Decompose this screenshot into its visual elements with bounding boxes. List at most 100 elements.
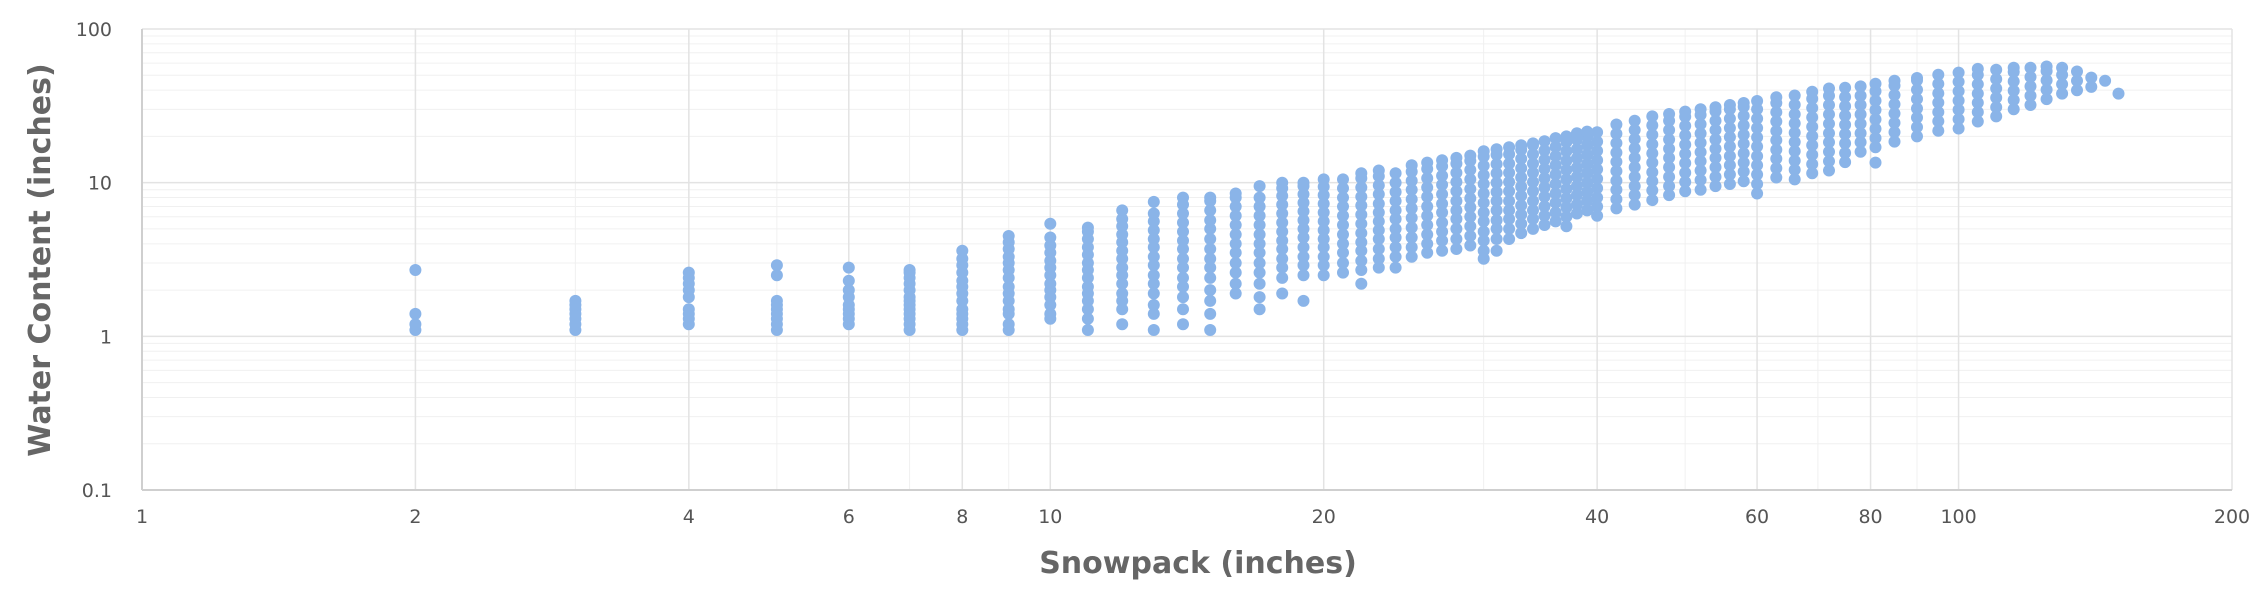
data-point xyxy=(1723,112,1736,125)
data-point xyxy=(1355,277,1368,290)
data-point xyxy=(1806,102,1819,114)
data-point xyxy=(1911,121,1923,134)
data-point xyxy=(1177,280,1189,293)
data-point xyxy=(1490,244,1503,257)
data-point xyxy=(1317,224,1330,237)
data-point xyxy=(1503,213,1516,225)
data-point xyxy=(1253,200,1266,213)
data-point xyxy=(2071,84,2083,97)
data-point xyxy=(1560,163,1573,176)
data-point xyxy=(1694,174,1707,186)
data-point xyxy=(1147,299,1160,311)
data-point xyxy=(1081,257,1094,269)
data-point xyxy=(1355,199,1368,212)
data-point xyxy=(1297,259,1310,272)
data-point xyxy=(2024,61,2037,74)
data-point xyxy=(1694,127,1707,140)
data-point xyxy=(1932,96,1945,109)
data-point xyxy=(1737,109,1750,122)
data-point xyxy=(1337,173,1349,186)
data-point xyxy=(1490,204,1503,217)
data-point xyxy=(1581,158,1594,171)
data-point xyxy=(1591,200,1604,213)
data-point xyxy=(1788,163,1801,176)
data-point xyxy=(1337,237,1349,250)
data-point xyxy=(1527,185,1539,198)
data-point xyxy=(1952,103,1965,116)
data-point xyxy=(1464,173,1477,186)
data-point xyxy=(1477,244,1490,257)
data-point xyxy=(1990,73,2003,86)
data-point xyxy=(1297,176,1310,189)
data-point xyxy=(1081,324,1094,336)
x-tick-label: 40 xyxy=(1585,506,1609,528)
data-point xyxy=(1679,166,1692,179)
data-point xyxy=(1515,189,1528,202)
data-point xyxy=(1709,151,1722,164)
data-point xyxy=(1560,220,1573,233)
data-point xyxy=(1116,277,1129,290)
data-point xyxy=(1570,207,1583,220)
data-point xyxy=(1436,154,1449,167)
data-point xyxy=(1679,147,1692,160)
data-point xyxy=(1610,165,1623,178)
data-point xyxy=(1770,115,1783,128)
data-point xyxy=(1549,150,1562,163)
data-point xyxy=(1229,200,1242,213)
data-point xyxy=(1610,183,1623,196)
data-point xyxy=(1694,164,1707,177)
data-point xyxy=(1116,287,1129,300)
data-point xyxy=(1450,204,1463,217)
y-tick-label: 1 xyxy=(100,326,112,348)
data-point xyxy=(1450,166,1463,179)
data-point xyxy=(1297,214,1310,227)
data-point xyxy=(1952,122,1965,135)
data-point xyxy=(1421,209,1434,222)
data-point xyxy=(1628,198,1641,211)
data-point xyxy=(1591,154,1604,167)
data-point xyxy=(1337,209,1349,222)
data-point xyxy=(1276,261,1289,274)
data-point xyxy=(770,269,783,282)
data-point xyxy=(1229,277,1242,290)
data-point xyxy=(1737,156,1750,169)
data-point xyxy=(1421,172,1434,185)
data-point xyxy=(1450,213,1463,225)
data-point xyxy=(1116,213,1129,225)
data-point xyxy=(1147,224,1160,237)
data-point xyxy=(2071,65,2083,78)
data-point xyxy=(682,303,695,316)
data-point xyxy=(1806,167,1819,180)
data-point xyxy=(1971,62,1984,75)
data-point xyxy=(1527,222,1539,235)
data-point xyxy=(1737,128,1750,141)
data-point xyxy=(1450,151,1463,164)
data-point xyxy=(1405,231,1418,244)
data-point xyxy=(1663,133,1676,146)
data-point xyxy=(1477,187,1490,200)
data-point xyxy=(1823,145,1835,158)
data-point xyxy=(1628,114,1641,127)
data-point xyxy=(1421,228,1434,241)
data-point xyxy=(1888,74,1901,87)
data-point xyxy=(1503,157,1516,170)
data-point xyxy=(1372,252,1385,265)
data-point xyxy=(1147,259,1160,272)
data-point xyxy=(1788,173,1801,186)
data-point xyxy=(1389,213,1402,225)
data-point xyxy=(1450,195,1463,207)
data-point xyxy=(1806,85,1819,98)
data-point xyxy=(1515,162,1528,175)
data-point xyxy=(1317,241,1330,254)
data-point xyxy=(1253,237,1266,250)
data-point xyxy=(1253,191,1266,204)
y-tick-label: 100 xyxy=(76,19,112,41)
data-point xyxy=(1723,150,1736,163)
y-tick-label: 0.1 xyxy=(82,480,112,502)
data-point xyxy=(1253,277,1266,290)
data-point xyxy=(1560,201,1573,214)
data-point xyxy=(1477,145,1490,158)
data-point xyxy=(1952,75,1965,88)
data-point xyxy=(1464,230,1477,242)
